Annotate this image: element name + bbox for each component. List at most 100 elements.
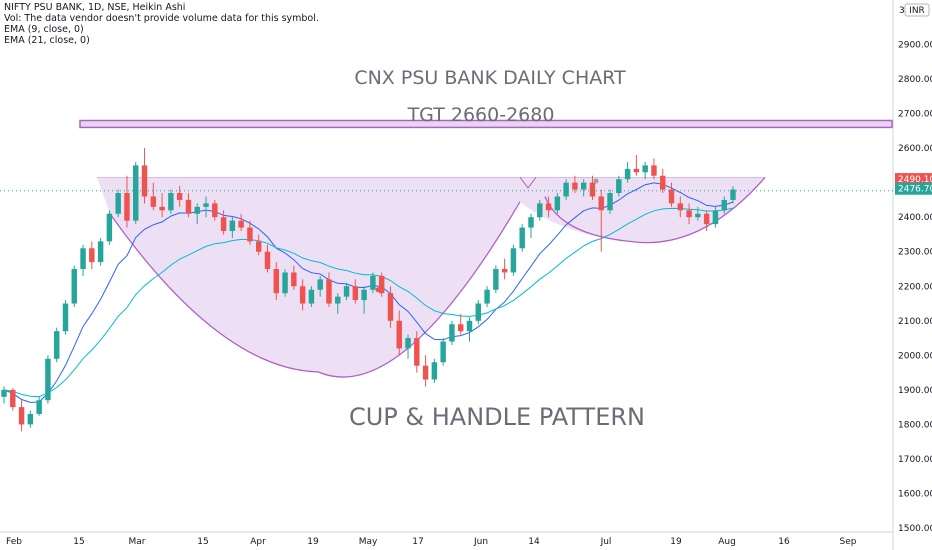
candle-body (458, 324, 464, 332)
candle-body (703, 213, 710, 225)
y-tick-label: 1700.00 (898, 455, 932, 465)
pattern-marker (519, 177, 537, 189)
y-tick-label-top: 3( (899, 6, 908, 16)
candle-body (633, 168, 640, 173)
ema-21-line (3, 207, 734, 398)
candle-body (220, 217, 227, 232)
candle-body (27, 414, 34, 425)
candle-body (712, 210, 719, 225)
x-tick-label: Apr (250, 537, 266, 547)
candle-body (150, 196, 157, 207)
candle-body (545, 203, 552, 211)
x-tick-label: Feb (6, 537, 22, 547)
candle-body (291, 272, 297, 287)
candle-body (607, 193, 613, 211)
y-tick-label: 2800.00 (898, 75, 932, 85)
x-tick-label: 19 (670, 537, 682, 547)
price-axis[interactable] (893, 0, 932, 550)
candle-body (53, 331, 60, 359)
candle-body (168, 193, 174, 211)
candle-body (677, 203, 684, 211)
candle-body (326, 279, 332, 304)
y-tick-label: 2400.00 (898, 213, 932, 223)
y-tick-label: 1800.00 (898, 420, 932, 430)
candle-body (422, 365, 429, 380)
candle-body (475, 303, 482, 321)
x-tick-label: 17 (412, 537, 423, 547)
candle-body (466, 320, 473, 332)
candle-body (10, 389, 16, 408)
cup-outline (109, 201, 521, 378)
candles (1, 148, 736, 432)
candle-body (273, 269, 279, 294)
candle-body (449, 324, 455, 342)
annotation-target: TGT 2660-2680 (407, 104, 555, 126)
x-tick-label: Mar (129, 537, 146, 547)
x-tick-label: Sep (840, 537, 857, 547)
candle-body (194, 206, 200, 214)
candle-body (431, 362, 438, 380)
price-tag-bg (895, 173, 932, 186)
candle-body (229, 220, 236, 232)
candle-body (396, 320, 402, 349)
x-tick-label: Aug (718, 537, 736, 547)
y-tick-label: 2600.00 (898, 144, 932, 154)
x-tick-label: 14 (528, 537, 540, 547)
legend-ema9: EMA (9, close, 0) (4, 24, 84, 35)
candle-body (528, 217, 534, 228)
candle-body (651, 165, 657, 176)
candle-body (695, 213, 701, 218)
candle-body (730, 189, 736, 200)
candle-body (563, 182, 569, 197)
y-axis-ticks: 2900.002800.002700.002600.002500.002400.… (898, 3, 932, 534)
annotation-title: CNX PSU BANK DAILY CHART (354, 67, 626, 89)
candle-body (335, 296, 341, 304)
candle-body (660, 175, 666, 190)
candle-body (370, 275, 376, 290)
y-tick-label: 2000.00 (898, 351, 932, 361)
legend-ema21: EMA (21, close, 0) (4, 35, 90, 46)
candle-body (493, 269, 499, 290)
candle-body (616, 179, 622, 194)
candle-body (45, 358, 51, 401)
x-tick-label: 16 (778, 537, 790, 547)
candle-body (106, 213, 113, 242)
target-zone-band (79, 119, 893, 129)
candle-body (572, 182, 578, 190)
candle-body (519, 227, 525, 249)
candle-body (203, 203, 209, 207)
candle-body (484, 289, 490, 304)
y-tick-label: 1600.00 (898, 489, 932, 499)
candle-body (510, 248, 517, 273)
x-axis-ticks: Feb 15 Mar 15 Apr 19 May 17 Jun 14 Jul 19 Aug 16 Sep (6, 537, 857, 547)
x-tick-label: 19 (307, 537, 319, 547)
x-tick-label: May (359, 537, 378, 547)
x-tick-label: 15 (73, 537, 84, 547)
y-tick-label: 2900.00 (898, 41, 932, 51)
candle-body (115, 193, 121, 214)
handle-outline (544, 177, 766, 244)
y-tick-label: 2300.00 (898, 248, 932, 258)
candle-body (80, 248, 86, 269)
candle-body (89, 248, 95, 263)
annotation-pattern: CUP & HANDLE PATTERN (349, 403, 645, 431)
candle-body (264, 251, 271, 269)
currency-label: INR (909, 6, 925, 16)
candle-body (36, 400, 42, 415)
candle-body (668, 189, 675, 204)
y-tick-label: 2100.00 (898, 317, 932, 327)
candle-body (642, 165, 648, 173)
candle-body (721, 199, 727, 211)
candle-body (124, 193, 130, 221)
x-tick-label: Jul (600, 537, 612, 547)
candle-body (282, 272, 288, 294)
y-tick-label: 2700.00 (898, 110, 932, 120)
candle-body (537, 203, 543, 218)
candle-body (580, 182, 587, 190)
legend-volume-note: Vol: The data vendor doesn't provide vol… (4, 13, 319, 24)
candle-body (97, 241, 104, 263)
candle-body (589, 182, 596, 197)
signal-dot (375, 287, 381, 293)
